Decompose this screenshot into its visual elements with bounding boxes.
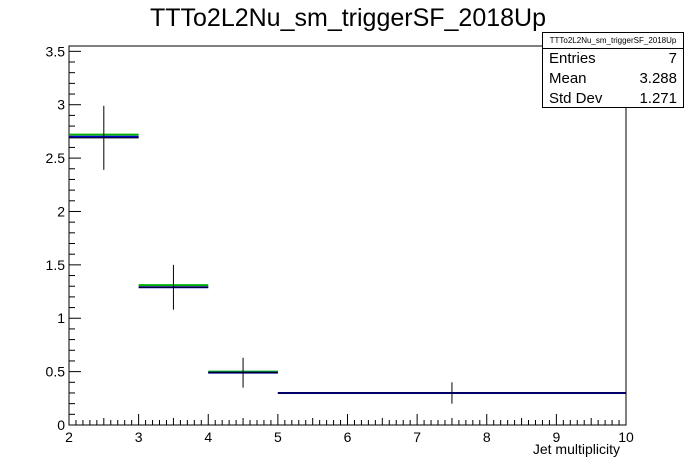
x-axis-label: Jet multiplicity (532, 441, 620, 457)
stats-row-entries: Entries 7 (543, 49, 683, 69)
stats-label: Entries (549, 50, 596, 67)
x-tick-label: 10 (618, 429, 634, 445)
stats-row-mean: Mean 3.288 (543, 69, 683, 89)
x-tick-label: 5 (274, 429, 282, 445)
stats-value: 3.288 (639, 70, 677, 87)
y-tick-label: 3 (57, 97, 65, 113)
stats-label: Std Dev (549, 90, 603, 107)
stats-value: 7 (668, 50, 677, 67)
x-tick-label: 6 (344, 429, 352, 445)
stats-box: TTTo2L2Nu_sm_triggerSF_2018Up Entries 7 … (542, 32, 684, 108)
y-tick-label: 0 (57, 417, 65, 433)
chart-title: TTTo2L2Nu_sm_triggerSF_2018Up (149, 4, 547, 32)
y-tick-label: 3.5 (46, 43, 66, 59)
y-tick-label: 0.5 (46, 364, 66, 380)
y-tick-label: 1 (57, 310, 65, 326)
x-tick-label: 4 (204, 429, 212, 445)
stats-label: Mean (549, 70, 587, 87)
y-tick-label: 2 (57, 203, 65, 219)
x-tick-label: 3 (135, 429, 143, 445)
x-tick-label: 8 (483, 429, 491, 445)
x-tick-label: 2 (65, 429, 73, 445)
y-tick-label: 2.5 (46, 150, 66, 166)
stats-value: 1.271 (639, 90, 677, 107)
stats-box-title: TTTo2L2Nu_sm_triggerSF_2018Up (543, 33, 683, 49)
stats-row-stddev: Std Dev 1.271 (543, 89, 683, 109)
x-tick-label: 7 (413, 429, 421, 445)
x-tick-label: 9 (552, 429, 560, 445)
y-tick-label: 1.5 (46, 257, 66, 273)
